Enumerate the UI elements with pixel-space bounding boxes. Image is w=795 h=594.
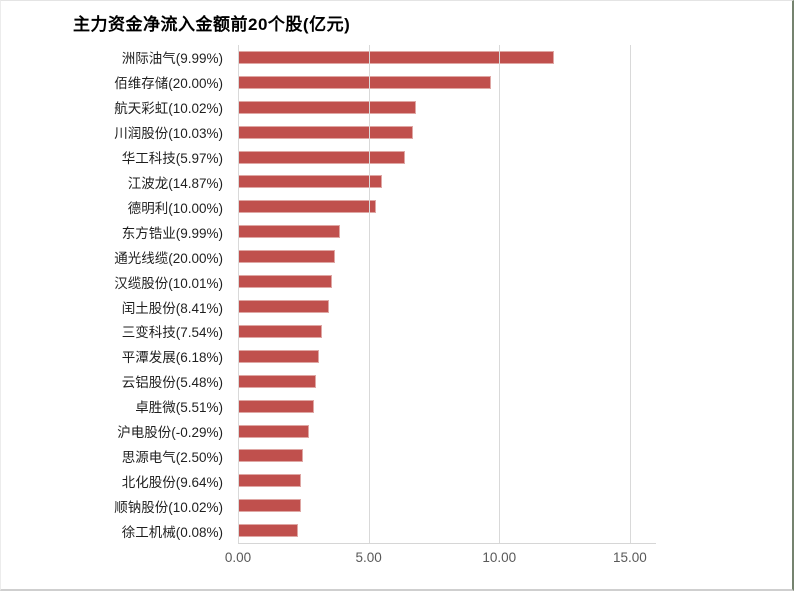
category-label: 顺钠股份(10.02%) <box>114 499 223 515</box>
bar-row <box>238 419 656 444</box>
category-label: 江波龙(14.87%) <box>127 175 223 191</box>
bar <box>238 200 377 214</box>
gridline <box>499 45 501 543</box>
gridline <box>368 45 370 543</box>
bar <box>238 75 492 89</box>
category-label: 佰维存储(20.00%) <box>114 76 223 92</box>
category-label: 思源电气(2.50%) <box>121 449 223 465</box>
x-tick-label: 15.00 <box>612 550 647 565</box>
category-label: 德明利(10.00%) <box>127 200 223 216</box>
bar <box>238 424 309 438</box>
bar <box>238 324 322 338</box>
bar <box>238 300 330 314</box>
bar-row <box>238 518 656 543</box>
bar-row <box>238 369 656 394</box>
category-label: 航天彩虹(10.02%) <box>114 101 223 117</box>
bar-row <box>238 344 656 369</box>
category-label: 平潭发展(6.18%) <box>121 350 223 366</box>
category-label: 闰土股份(8.41%) <box>121 300 223 316</box>
gridline <box>629 45 631 543</box>
bar-row <box>238 319 656 344</box>
category-label: 东方锆业(9.99%) <box>121 225 223 241</box>
category-label: 云铝股份(5.48%) <box>121 375 223 391</box>
bar-row <box>238 294 656 319</box>
category-label: 沪电股份(-0.29%) <box>117 425 223 441</box>
bar <box>238 250 335 264</box>
bar-row <box>238 45 656 70</box>
bar-row <box>238 95 656 120</box>
category-axis: 洲际油气(9.99%) 佰维存储(20.00%) 航天彩虹(10.02%) 川润股份(… <box>1 45 223 543</box>
category-label: 通光线缆(20.00%) <box>114 250 223 266</box>
bar-rows <box>238 45 656 543</box>
bar-row <box>238 219 656 244</box>
bar-row <box>238 244 656 269</box>
chart-title: 主力资金净流入金额前20个股(亿元) <box>73 15 351 34</box>
category-label: 汉缆股份(10.01%) <box>114 275 223 291</box>
bar <box>238 50 555 64</box>
x-tick-label: 0.00 <box>224 550 252 565</box>
bar <box>238 125 414 139</box>
gridline <box>238 45 239 543</box>
bar-row <box>238 194 656 219</box>
category-label: 北化股份(9.64%) <box>121 474 223 490</box>
bar-row <box>238 394 656 419</box>
bar <box>238 374 317 388</box>
bar-row <box>238 145 656 170</box>
bar <box>238 399 314 413</box>
bar-row <box>238 269 656 294</box>
plot-area <box>238 45 656 543</box>
bar <box>238 175 382 189</box>
bar <box>238 225 340 239</box>
bar <box>238 499 301 513</box>
category-label: 徐工机械(0.08%) <box>121 524 223 540</box>
category-label: 三变科技(7.54%) <box>121 325 223 341</box>
bar <box>238 275 333 289</box>
bar-row <box>238 468 656 493</box>
bar <box>238 100 416 114</box>
bar <box>238 449 304 463</box>
bar-row <box>238 444 656 469</box>
bar <box>238 474 301 488</box>
x-tick-label: 5.00 <box>355 550 382 565</box>
category-label: 洲际油气(9.99%) <box>121 51 223 67</box>
bar <box>238 150 406 164</box>
bar <box>238 524 299 538</box>
x-axis-line <box>238 543 656 544</box>
bar-row <box>238 120 656 145</box>
bar-row <box>238 70 656 95</box>
category-label: 川润股份(10.03%) <box>114 126 223 142</box>
x-tick-label: 10.00 <box>482 550 517 565</box>
category-label: 卓胜微(5.51%) <box>135 400 223 416</box>
category-label: 华工科技(5.97%) <box>121 151 223 167</box>
bar-row <box>238 170 656 195</box>
bar-row <box>238 493 656 518</box>
bar <box>238 349 319 363</box>
